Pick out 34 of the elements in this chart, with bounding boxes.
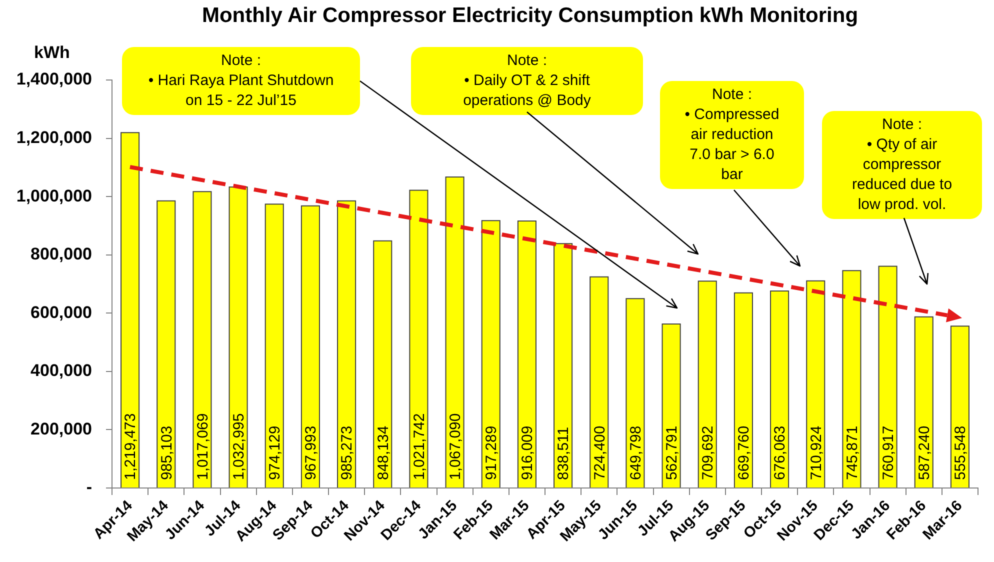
data-label: 985,273	[338, 426, 356, 480]
y-tick-label: 200,000	[30, 419, 92, 438]
data-label: 967,993	[302, 426, 320, 480]
data-label: 916,009	[519, 426, 536, 480]
data-label: 838,511	[555, 426, 572, 480]
y-tick-label: 800,000	[30, 244, 92, 264]
chart-title: Monthly Air Compressor Electricity Consumption kWh Monitoring	[200, 4, 860, 28]
data-label: 1,067,090	[446, 413, 464, 480]
data-label: 709,692	[700, 426, 717, 480]
data-label: 848,134	[374, 426, 392, 480]
y-tick-label: 600,000	[30, 302, 92, 322]
data-label: 760,917	[880, 426, 897, 480]
data-label: 587,240	[916, 426, 934, 480]
data-label: 649,798	[627, 426, 644, 480]
data-label: 724,400	[591, 426, 608, 480]
data-label: 676,063	[772, 426, 789, 480]
data-label: 1,032,995	[230, 413, 248, 480]
y-tick-label: 1,400,000	[16, 70, 92, 89]
data-label: 745,871	[844, 426, 861, 480]
data-label: 985,103	[158, 426, 176, 480]
data-label: 917,289	[483, 426, 500, 480]
y-tick-label: 1,000,000	[16, 186, 92, 206]
y-tick-label: 400,000	[30, 361, 92, 380]
data-label: 555,548	[952, 426, 970, 480]
data-label: 1,219,473	[122, 413, 140, 480]
data-label: 710,924	[808, 426, 825, 480]
data-label: 974,129	[266, 426, 284, 480]
data-label: 562,791	[663, 426, 680, 480]
data-label: 669,760	[736, 426, 753, 480]
data-label: 1,021,742	[410, 413, 428, 480]
y-tick-label: 1,200,000	[16, 128, 92, 147]
data-label: 1,017,069	[194, 413, 212, 480]
y-tick-label: -	[86, 478, 92, 497]
y-axis-title: kWh	[33, 43, 71, 63]
